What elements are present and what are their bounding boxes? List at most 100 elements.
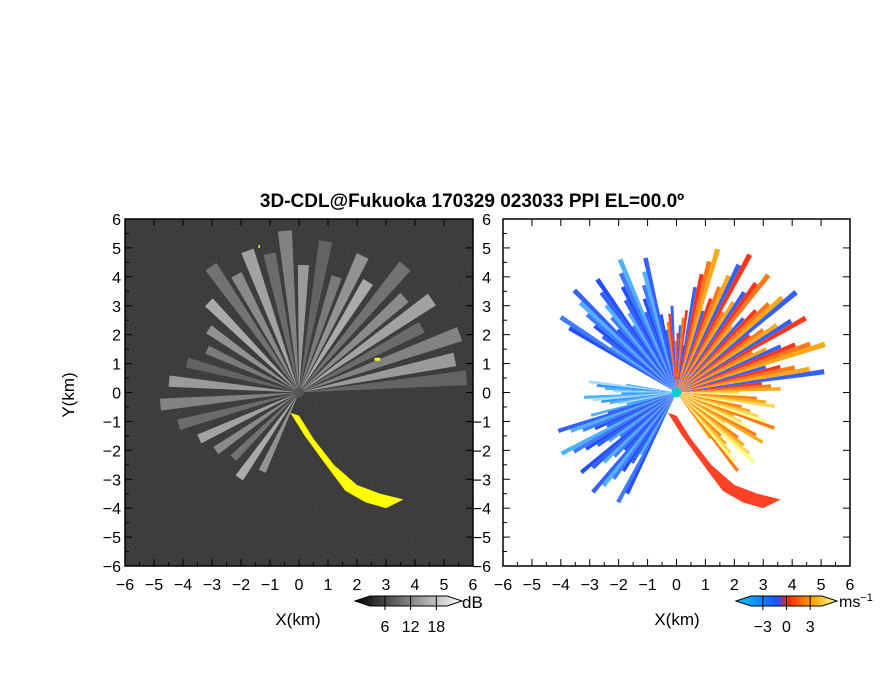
velocity-sector [676,392,759,418]
colorbar-tick-label: 3 [806,619,815,636]
x-tick-label: 4 [411,577,420,594]
velocity-xlabel: X(km) [654,610,699,629]
velocity-sector [676,334,751,393]
velocity-sector [676,310,705,393]
reflectivity-beams [159,230,468,481]
velocity-sector [676,392,758,400]
reflectivity-panel: −6 6 −5 5 −4 4 −3 3 −2 2 −1 1 0 0 1 −1 2 −2 3 −3 4 −4 5 −5 6 −6 X… [59,212,478,629]
velocity-sector [676,392,740,472]
velocity-sector [572,392,677,454]
beam [299,293,436,393]
velocity-sector [676,344,782,393]
x-tick-label: −2 [610,577,628,594]
velocity-sector [594,392,677,431]
y-tick-label: 5 [112,241,121,258]
velocity-sector [676,273,704,393]
velocity-sector [676,392,732,454]
x-tick-label: 2 [730,577,739,594]
y-tick-label: −3 [103,472,121,489]
yellow-region [258,245,404,509]
velocity-sector [676,325,682,393]
x-tick-label: 1 [701,577,710,594]
beam [168,375,299,393]
velocity-sector [676,392,768,424]
beam [299,253,369,393]
beam [213,392,299,455]
y-tick-label: 3 [112,299,121,316]
velocity-sector [676,290,798,393]
velocity-edge-echo [667,412,781,509]
velocity-sector [676,384,772,393]
y-tick-label: 2 [482,328,491,345]
x-tick-label: 6 [469,577,478,594]
velocity-sector [591,392,677,470]
velocity-sector [676,391,739,394]
velocity-sector [676,392,748,397]
velocity-sector [676,392,722,437]
velocity-sector [676,333,679,393]
velocity-sector [601,392,677,404]
yellow-echo [258,245,260,248]
velocity-sector [585,392,677,451]
reflectivity-colorbar: 6 12 18 dB [353,593,483,636]
beam [299,370,468,393]
velocity-sector [676,317,685,393]
velocity-sector [676,392,736,463]
velocity-sector [676,392,743,423]
velocity-sector [585,313,677,393]
velocity-sector [676,260,712,393]
beam [297,264,310,393]
y-tick-label: 5 [482,241,491,258]
velocity-sector [676,263,742,393]
velocity-sector [676,273,771,393]
velocity-sector [676,392,734,404]
velocity-sector [676,369,825,393]
velocity-sector [618,272,677,393]
y-tick-label: 6 [482,212,491,229]
velocity-sector [601,392,677,488]
beam [299,240,333,393]
x-tick-label: 1 [324,577,333,594]
colorbar-tick-label: 18 [427,619,445,636]
velocity-ticks: −6 −5 −4 −3 −2 −1 0 1 2 3 4 5 6 6 5 4 3 2 1 0 −1 −2 −3 −4 −5 −6 [473,212,855,594]
velocity-sector [676,298,713,393]
reflectivity-ylabel: Y(km) [59,372,78,417]
velocity-sector [670,305,677,393]
velocity-sector [642,298,677,393]
velocity-sectors [557,248,826,509]
beam [205,262,299,393]
velocity-colorbar-unit: ms−1 [839,592,873,611]
y-tick-label: −3 [473,472,491,489]
x-tick-label: 0 [672,577,681,594]
velocity-sector [676,392,757,437]
velocity-sector [608,392,677,443]
velocity-sector [613,390,677,393]
velocity-sector [601,335,677,393]
y-tick-label: 2 [112,328,121,345]
velocity-sector [676,392,751,413]
velocity-sector [641,284,677,393]
velocity-sector [674,340,677,393]
y-tick-label: 4 [112,270,121,287]
velocity-sector [602,392,677,464]
velocity-colorbar: −3 0 3 ms−1 [734,592,873,636]
y-tick-label: 6 [112,212,121,229]
velocity-sector [612,392,677,480]
velocity-sector [676,318,793,393]
velocity-sector [676,347,768,393]
x-tick-label: 2 [353,577,362,594]
velocity-sector [591,392,677,494]
beam [241,248,299,393]
velocity-sector [676,291,746,393]
velocity-sector [582,392,677,432]
velocity-sector [676,382,763,393]
velocity-sector [639,392,677,456]
velocity-sector [596,384,677,393]
y-tick-label: −2 [103,443,121,460]
velocity-sector [676,392,745,447]
x-tick-label: −1 [638,577,656,594]
velocity-sector [676,310,689,393]
velocity-sector [676,392,742,408]
x-tick-label: −3 [203,577,221,594]
